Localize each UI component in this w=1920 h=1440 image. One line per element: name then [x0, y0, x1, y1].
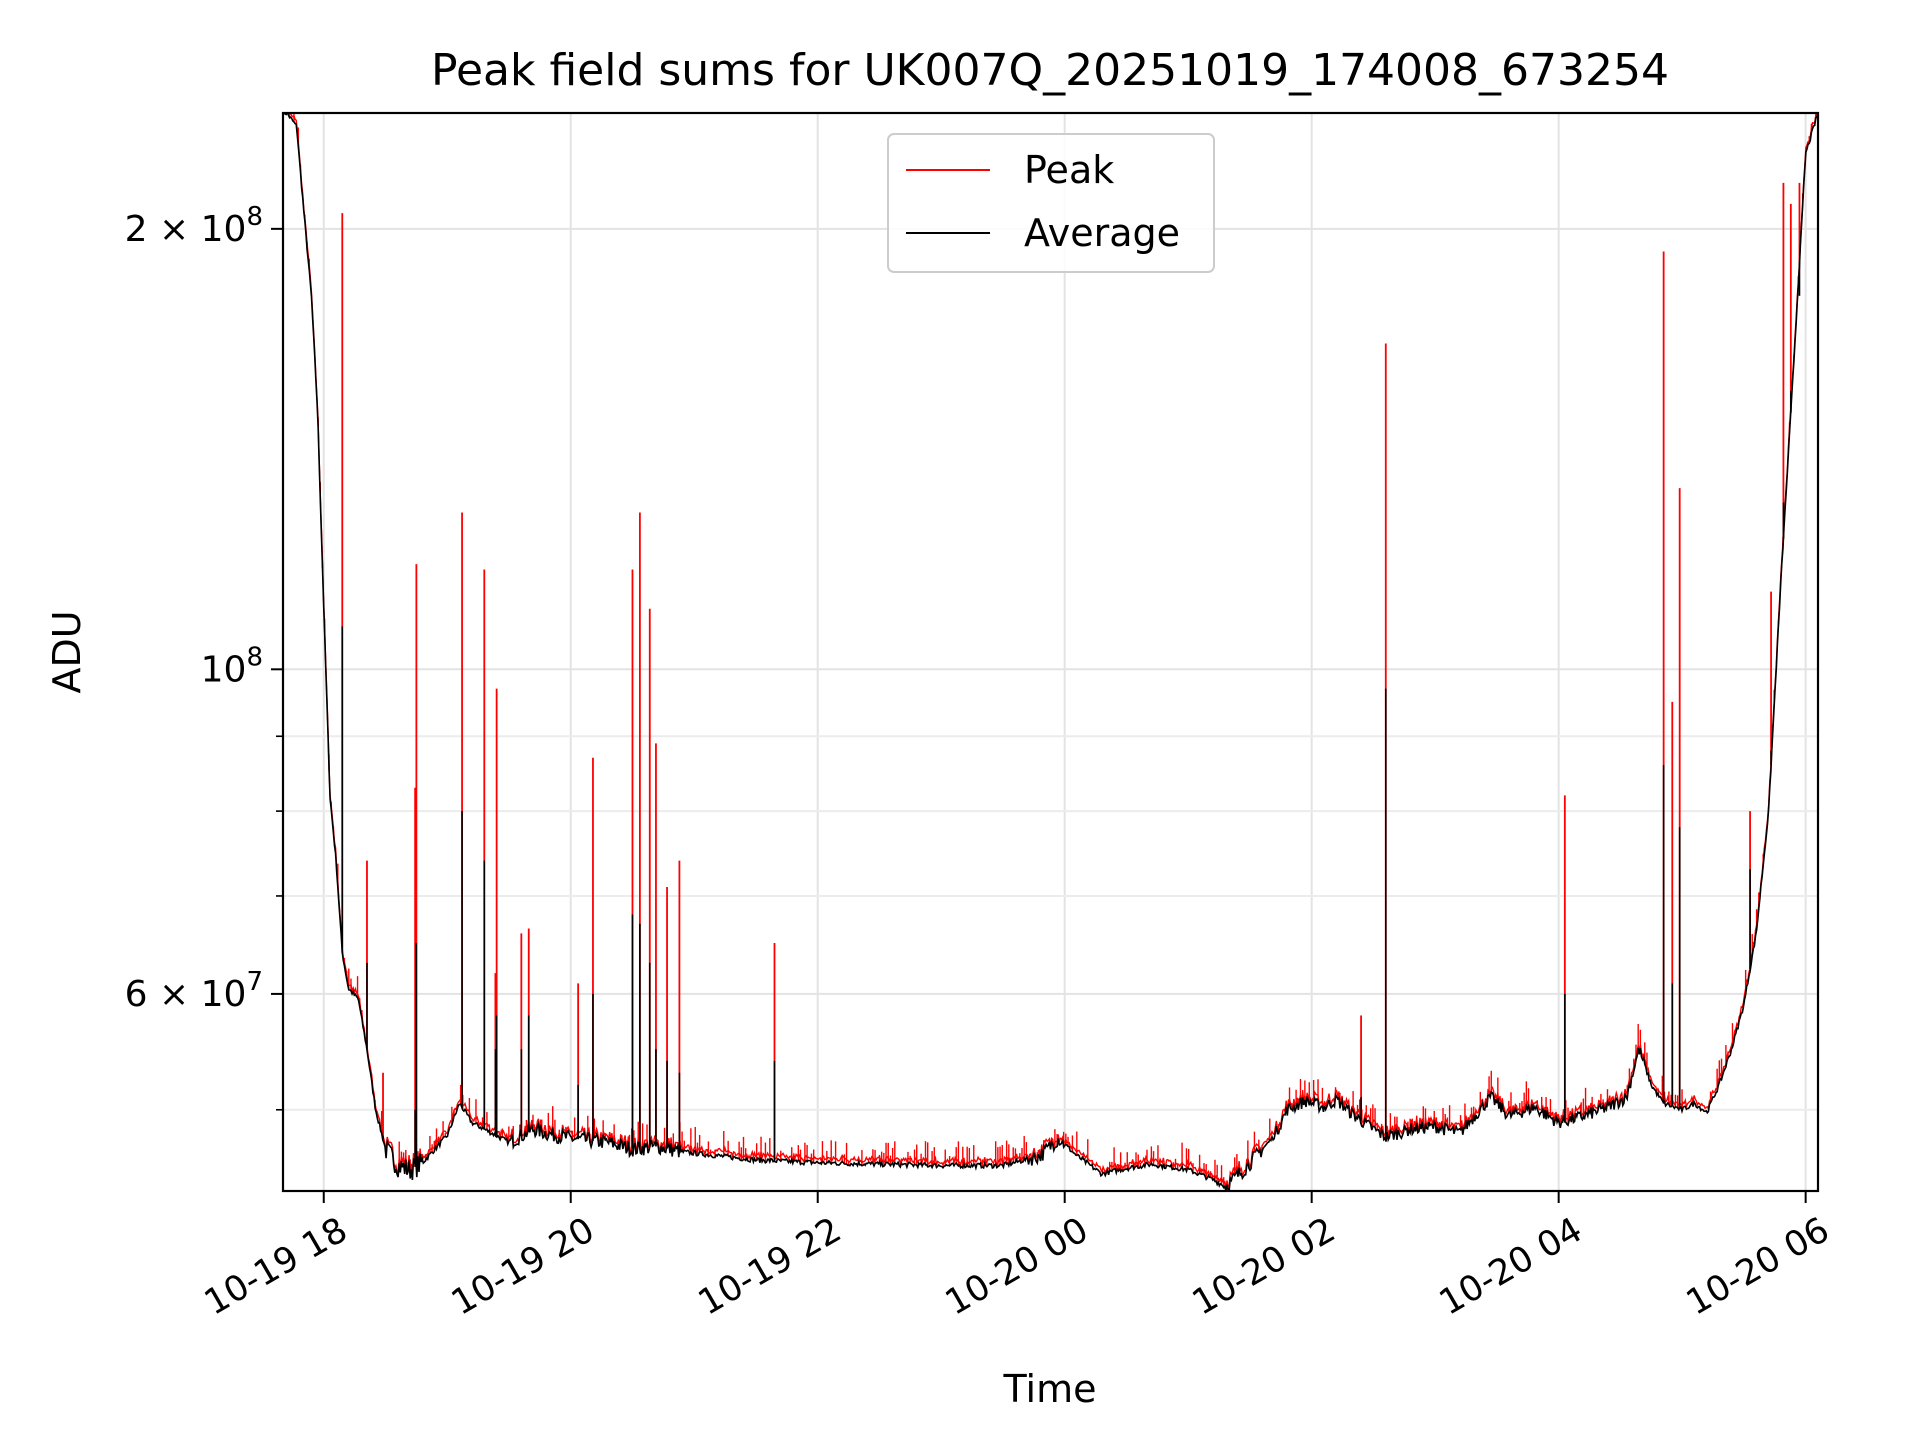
- x-axis-label: Time: [1003, 1367, 1097, 1411]
- legend-box: [887, 133, 1215, 273]
- y-tick-exponent: 7: [246, 967, 263, 997]
- y-axis-label: ADU: [45, 610, 89, 693]
- y-tick-exponent: 8: [246, 642, 263, 672]
- grid-lines: [283, 113, 1818, 1191]
- legend-label-average: Average: [1024, 211, 1180, 255]
- y-tick-base: 10: [201, 649, 247, 690]
- y-tick-base: 10: [201, 209, 247, 250]
- y-tick-mantissa: 2: [125, 209, 148, 250]
- plot-frame: [281, 111, 1820, 1193]
- y-tick-exponent: 8: [246, 202, 263, 232]
- y-tick-times: ×: [148, 209, 201, 250]
- y-tick-label: 6 × 107: [125, 967, 263, 1015]
- average-line: [283, 113, 1818, 1191]
- legend-label-peak: Peak: [1024, 148, 1114, 192]
- legend: Peak Average: [887, 133, 1215, 273]
- y-tick-base: 10: [201, 974, 247, 1015]
- y-tick-label: 108: [201, 642, 263, 690]
- chart-title: Peak field sums for UK007Q_20251019_1740…: [431, 45, 1669, 96]
- plot-series: [283, 113, 1818, 1191]
- y-tick-mantissa: 6: [125, 974, 148, 1015]
- y-tick-times: ×: [148, 974, 201, 1015]
- y-tick-label: 2 × 108: [125, 202, 263, 250]
